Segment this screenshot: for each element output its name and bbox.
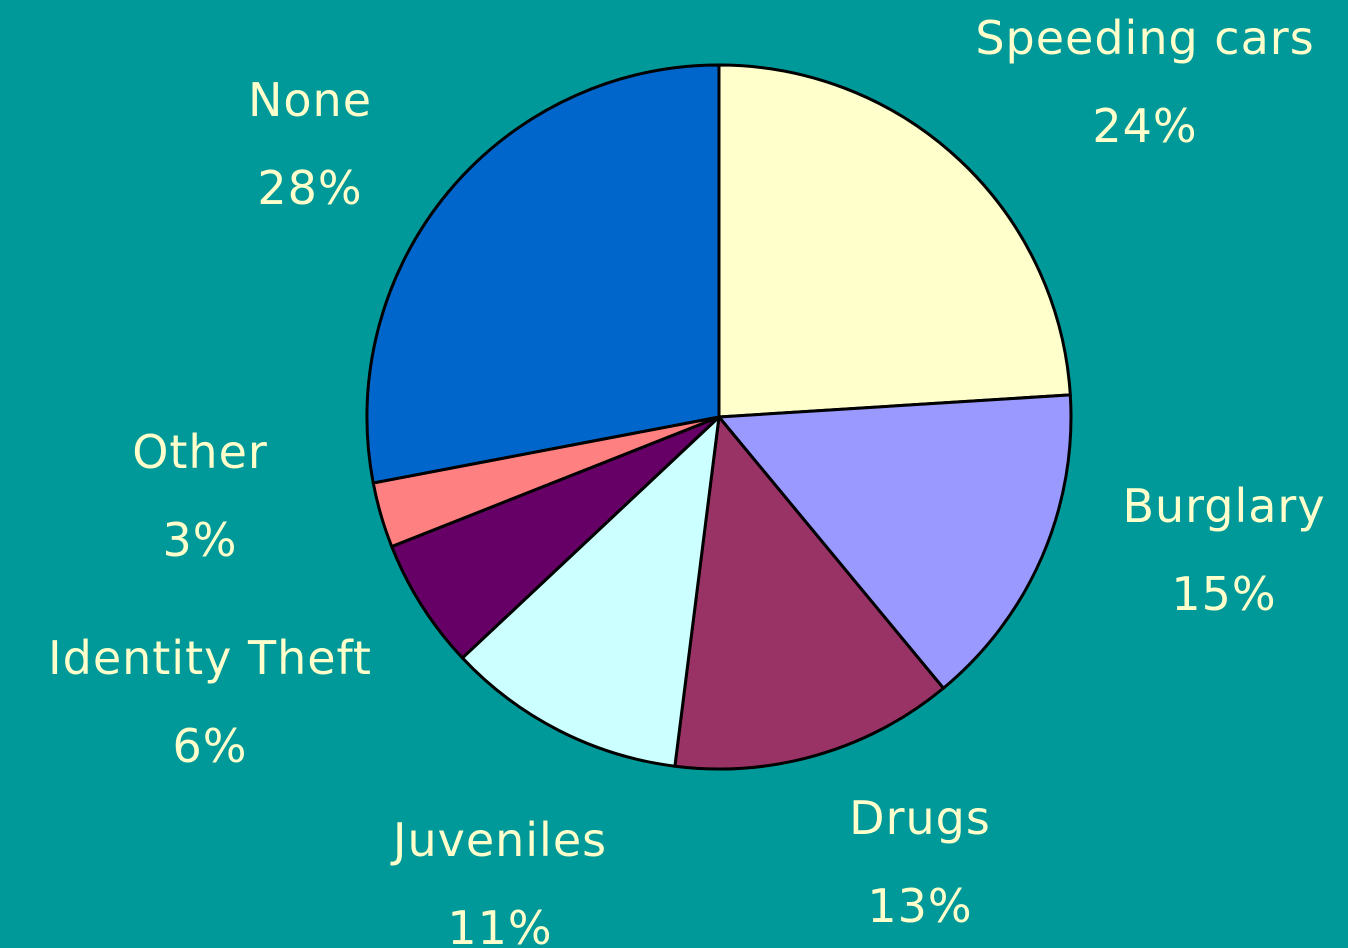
slice-label-speeding-cars: Speeding cars 24% <box>950 0 1340 170</box>
slice-name: None <box>247 73 372 127</box>
slice-percent: 28% <box>257 161 363 215</box>
slice-name: Identity Theft <box>48 631 372 685</box>
slice-percent: 6% <box>172 719 248 773</box>
slice-label-identity-theft: Identity Theft 6% <box>0 614 420 790</box>
slice-percent: 3% <box>162 513 238 567</box>
slice-label-none: None 28% <box>190 56 430 232</box>
pie-slice-none <box>365 63 721 485</box>
slice-label-burglary: Burglary 15% <box>1100 462 1348 638</box>
slice-percent: 15% <box>1171 567 1277 621</box>
slice-name: Other <box>132 425 268 479</box>
pie-slice-juveniles <box>460 415 721 768</box>
slice-name: Speeding cars <box>975 11 1315 65</box>
pie-slice-identity-theft <box>390 415 721 660</box>
slice-percent: 13% <box>867 879 973 933</box>
slice-percent: 11% <box>447 901 553 948</box>
slice-name: Drugs <box>849 791 991 845</box>
slice-label-other: Other 3% <box>100 408 300 584</box>
pie-slice-speeding-cars <box>717 63 1072 419</box>
slice-label-drugs: Drugs 13% <box>820 774 1020 948</box>
pie-slice-drugs <box>673 415 945 771</box>
slice-label-juveniles: Juveniles 11% <box>350 796 650 948</box>
slice-name: Juveniles <box>392 813 608 867</box>
slice-percent: 24% <box>1092 99 1198 153</box>
pie-slice-burglary <box>717 393 1073 690</box>
pie-slices <box>365 63 1073 771</box>
slice-name: Burglary <box>1122 479 1326 533</box>
